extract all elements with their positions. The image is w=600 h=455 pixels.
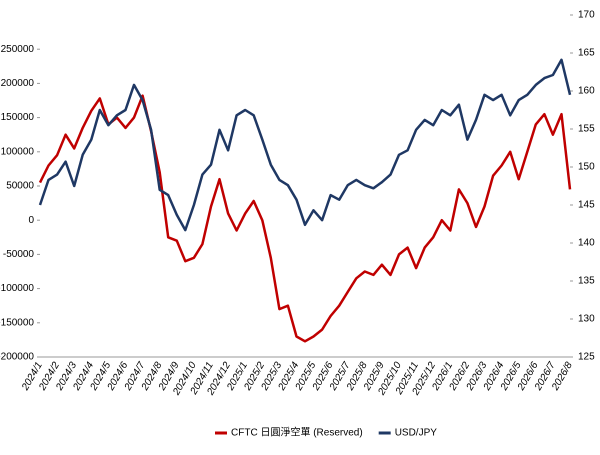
y2-tick-label: 145 bbox=[578, 200, 595, 211]
y-tick-label: 250000 bbox=[1, 44, 35, 55]
y2-tick-label: 140 bbox=[578, 238, 595, 249]
y2-tick-label: 155 bbox=[578, 124, 595, 135]
y-tick-label: -150000 bbox=[0, 317, 34, 328]
y2-tick-label: 130 bbox=[578, 314, 595, 325]
y-tick-label: -50000 bbox=[3, 249, 35, 260]
y-tick-label: -200000 bbox=[0, 352, 34, 363]
y2-tick-label: 125 bbox=[578, 352, 595, 363]
line-series bbox=[38, 58, 572, 232]
y-tick-label: 50000 bbox=[6, 181, 34, 192]
y2-tick-label: 150 bbox=[578, 162, 595, 173]
y-tick-label: 150000 bbox=[1, 112, 35, 123]
legend-label: CFTC 日圓淨空單 (Reserved) bbox=[231, 426, 363, 439]
y2-tick-label: 170 bbox=[578, 10, 595, 21]
y2-tick-label: 135 bbox=[578, 276, 595, 287]
y-tick-label: 0 bbox=[28, 215, 34, 226]
legend-label: USD/JPY bbox=[395, 428, 438, 439]
y2-tick-label: 165 bbox=[578, 48, 595, 59]
y-tick-label: 100000 bbox=[1, 146, 35, 157]
y-tick-label: 200000 bbox=[1, 78, 35, 89]
y2-tick-label: 160 bbox=[578, 86, 595, 97]
line-series bbox=[38, 94, 572, 343]
y-tick-label: -100000 bbox=[0, 283, 34, 294]
